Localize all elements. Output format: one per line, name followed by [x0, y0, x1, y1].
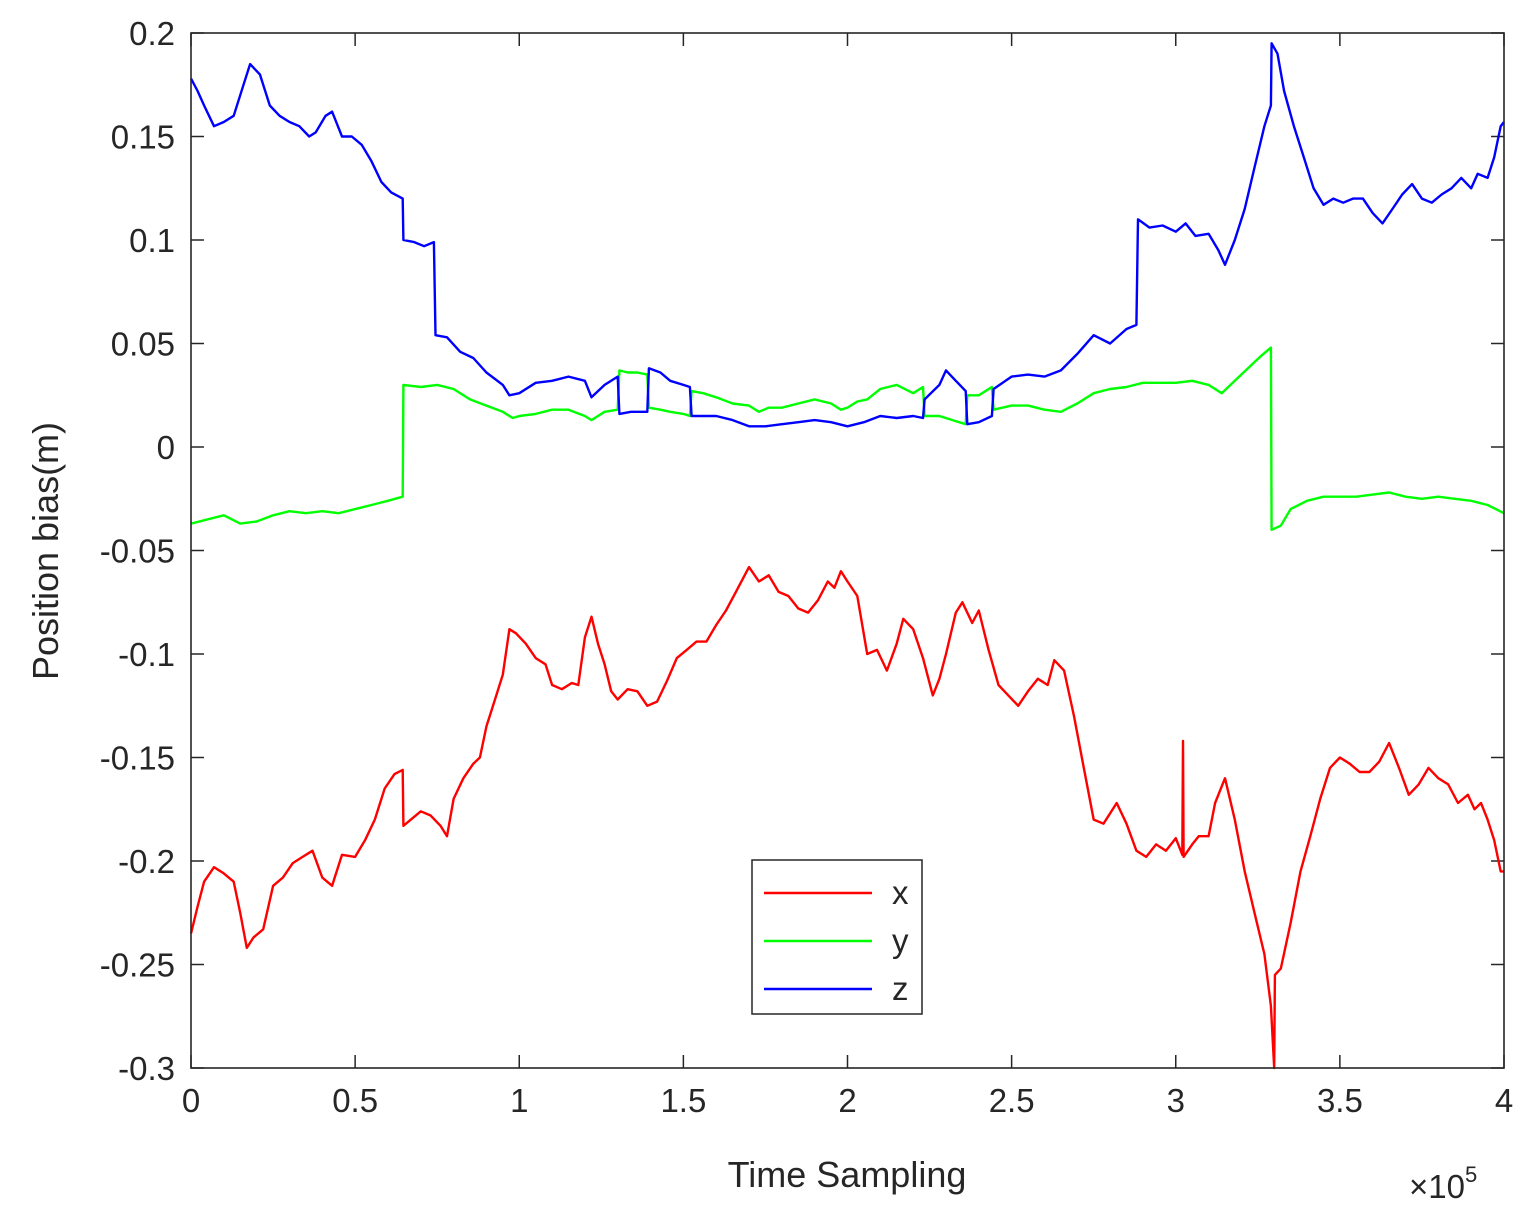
legend-label-x: x [892, 874, 909, 911]
y-tick-label: 0.05 [111, 326, 175, 363]
series-z-line [189, 42, 1505, 428]
x-tick-label: 1 [510, 1082, 528, 1119]
y-tick-label: -0.15 [100, 740, 175, 777]
legend-label-y: y [892, 922, 909, 959]
x-tick-label: 2.5 [989, 1082, 1035, 1119]
y-tick-label: -0.05 [100, 533, 175, 570]
x-tick-label: 2 [838, 1082, 856, 1119]
y-tick-labels: -0.3 -0.25 -0.2 -0.15 -0.1 -0.05 0 0.05 0.1 0.15 0… [100, 15, 175, 1087]
x-tick-label: 3.5 [1317, 1082, 1363, 1119]
y-tick-label: 0 [157, 429, 175, 466]
x-tick-label: 0.5 [332, 1082, 378, 1119]
x-tick-label: 3 [1167, 1082, 1185, 1119]
y-axis-label: Position bias(m) [25, 422, 66, 680]
y-tick-label: -0.2 [118, 843, 175, 880]
y-tick-label: 0.1 [129, 222, 175, 259]
series-lines [189, 42, 1505, 1070]
x-tick-label: 1.5 [660, 1082, 706, 1119]
x-tick-label: 0 [182, 1082, 200, 1119]
x-exponent: ×105 [1409, 1162, 1477, 1205]
y-tick-label: -0.3 [118, 1050, 175, 1087]
legend: xyz [751, 859, 923, 1015]
x-tick-labels: 0 0.5 1 1.5 2 2.5 3 3.5 4 [182, 1082, 1513, 1119]
legend-label-z: z [892, 970, 909, 1007]
series-x-line [189, 565, 1504, 1070]
x-axis-label: Time Sampling [728, 1154, 967, 1195]
y-tick-label: -0.1 [118, 636, 175, 673]
x-exponent-base: ×105 [1409, 1162, 1477, 1205]
series-y-line [190, 346, 1505, 531]
y-tick-label: -0.25 [100, 947, 175, 984]
axes-box [190, 32, 1505, 1069]
y-tick-label: 0.15 [111, 119, 175, 156]
x-tick-label: 4 [1495, 1082, 1513, 1119]
y-tick-label: 0.2 [129, 15, 175, 52]
